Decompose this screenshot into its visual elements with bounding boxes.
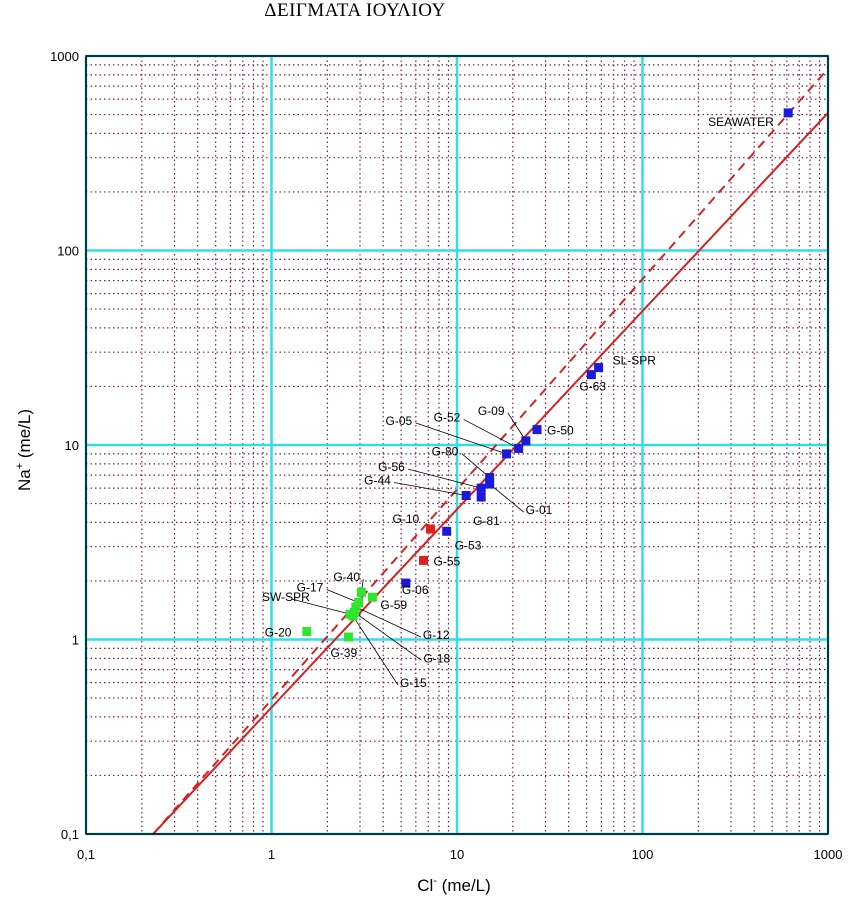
y-tick-label: 10: [65, 438, 79, 453]
y-tick-label: 0,1: [61, 827, 79, 842]
data-point: [783, 108, 793, 118]
reference-line-dashed: [152, 68, 828, 834]
point-label: G-10: [393, 512, 420, 526]
y-tick-label: 100: [57, 244, 79, 259]
leader-line: [354, 611, 422, 661]
y-tick-label: 1000: [50, 49, 79, 64]
point-label: G-44: [364, 473, 391, 487]
point-label: G-56: [378, 460, 405, 474]
point-label: G-39: [330, 646, 357, 660]
point-label: G-40: [333, 570, 360, 584]
data-point: [302, 626, 312, 636]
point-label: G-81: [473, 514, 500, 528]
leader-line: [463, 419, 519, 449]
data-point: [367, 592, 377, 602]
leader-line: [394, 482, 467, 496]
point-label: G-50: [547, 424, 574, 438]
point-label: G-09: [478, 404, 505, 418]
data-point: [401, 578, 411, 588]
point-label: SEAWATER: [708, 115, 774, 129]
x-tick-label: 100: [632, 847, 654, 862]
data-point: [343, 632, 353, 642]
data-point: [476, 492, 486, 502]
data-point: [586, 370, 596, 380]
plot-frame: [85, 55, 829, 835]
leader-line: [507, 412, 527, 442]
x-axis-title: Cl- (me/L): [417, 875, 491, 895]
data-point: [502, 449, 512, 459]
point-label: G-06: [402, 583, 429, 597]
leader-line: [326, 589, 359, 603]
data-point: [351, 602, 361, 612]
leader-line: [408, 468, 482, 489]
data-point: [461, 490, 471, 500]
data-point: [419, 555, 429, 565]
y-tick-label: 1: [72, 633, 79, 648]
data-point: [594, 363, 604, 373]
point-label: G-63: [579, 380, 606, 394]
leader-line: [355, 606, 422, 638]
data-point: [442, 526, 452, 536]
data-point: [485, 479, 495, 489]
point-label: G-55: [434, 554, 461, 568]
points-layer: [302, 108, 793, 642]
axes-layer: 0,1 1 10 100 1000 0,1 1 10 100 1000 Cl- (me/L) Na+ …: [14, 49, 842, 895]
leader-line: [461, 453, 490, 478]
point-label: G-80: [432, 445, 459, 459]
data-point: [532, 425, 542, 435]
point-label: G-15: [400, 676, 427, 690]
leader-line: [291, 598, 351, 615]
x-tick-label: 1000: [814, 847, 843, 862]
point-label: G-18: [423, 651, 450, 665]
data-point: [356, 587, 366, 597]
data-point: [476, 483, 486, 493]
point-label: G-52: [434, 410, 461, 424]
x-tick-label: 0,1: [77, 847, 95, 862]
reference-lines-layer: [152, 68, 828, 834]
data-point: [521, 436, 531, 446]
point-label: G-17: [297, 580, 324, 594]
chart-title: ΔΕΙΓΜΑΤΑ ΙΟΥΛΙΟΥ: [264, 0, 446, 21]
x-tick-label: 1: [268, 847, 275, 862]
point-label: G-20: [265, 625, 292, 639]
point-label: G-59: [380, 598, 407, 612]
data-point: [426, 524, 436, 534]
point-label: G-05: [386, 414, 413, 428]
point-label: G-53: [455, 538, 482, 552]
point-label: SL-SPR: [613, 354, 657, 368]
point-label: G-12: [423, 628, 450, 642]
x-tick-label: 10: [450, 847, 464, 862]
point-label: G-01: [526, 503, 553, 517]
leader-line: [415, 422, 507, 455]
leader-line: [489, 483, 524, 513]
point-label: SW-SPR: [262, 590, 310, 604]
leader-lines-layer: [291, 412, 527, 686]
data-point: [485, 473, 495, 483]
data-point: [514, 443, 524, 453]
y-axis-title: Na+ (me/L): [14, 409, 34, 491]
point-labels-layer: SEAWATER SL-SPR G-63 G-50 G-09 G-52 G-05 G-80 G-…: [262, 115, 774, 690]
leader-line: [352, 615, 399, 686]
data-point: [348, 611, 358, 621]
